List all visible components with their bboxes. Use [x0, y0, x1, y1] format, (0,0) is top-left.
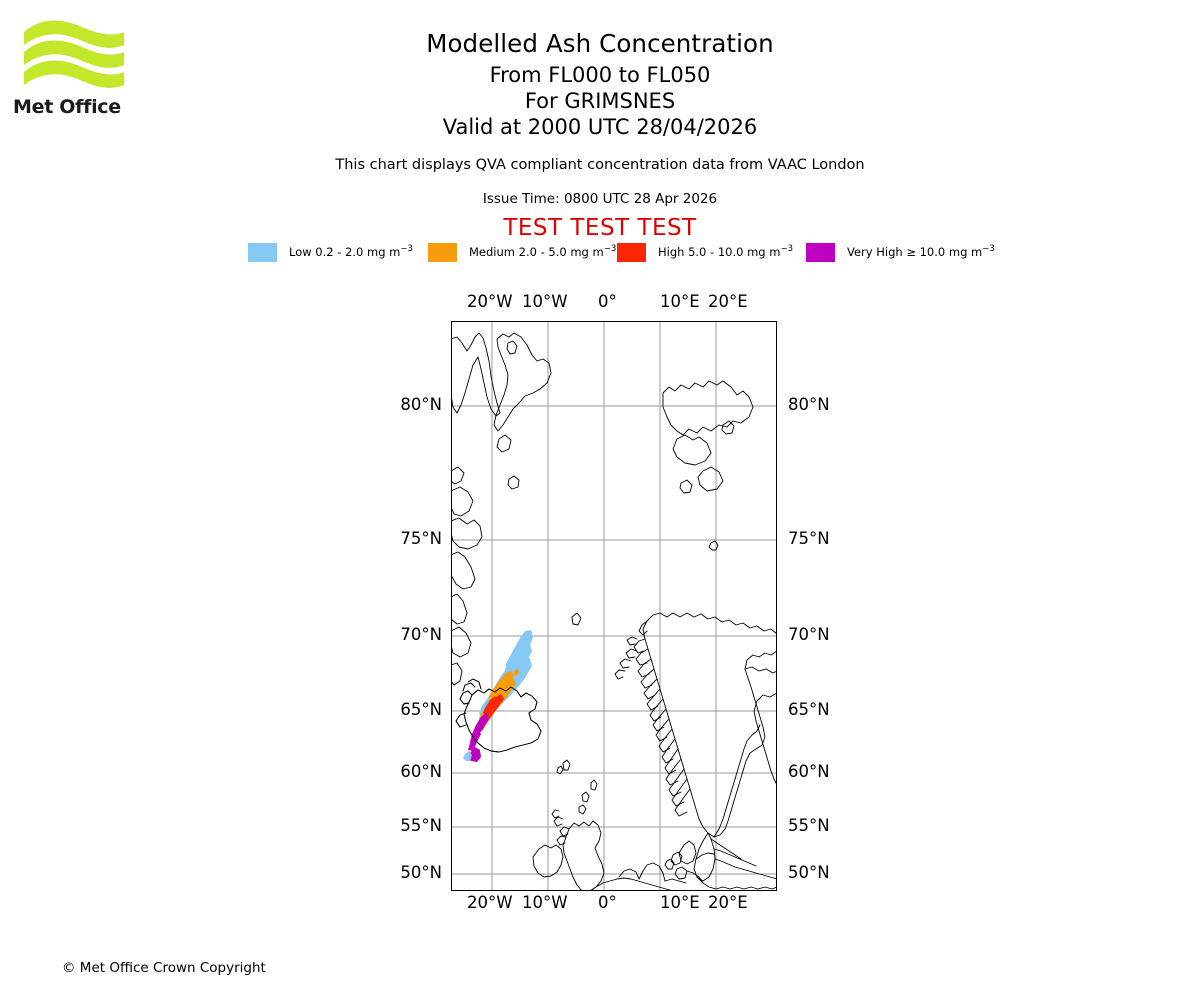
ash-plume — [463, 630, 533, 762]
test-banner: TEST TEST TEST — [503, 215, 697, 241]
lon-label-top-20e: 20°E — [708, 292, 748, 311]
map-frame-border — [451, 321, 777, 891]
map-background — [451, 321, 777, 891]
ash-patch-low-sw — [463, 751, 472, 761]
valid-time-subtitle: Valid at 2000 UTC 28/04/2026 — [442, 115, 758, 139]
lon-label-bottom-20e: 20°E — [708, 893, 748, 912]
ash-band-low-head — [505, 630, 533, 673]
legend-swatch-medium — [428, 242, 457, 262]
lon-label-bottom-10e: 10°E — [660, 893, 700, 912]
lat-label-right-55n: 55°N — [788, 816, 830, 835]
lon-label-bottom-10w: 10°W — [522, 893, 568, 912]
lon-label-bottom-0: 0° — [598, 893, 617, 912]
concentration-legend: Low 0.2 - 2.0 mg m−3 Medium 2.0 - 5.0 mg… — [0, 242, 1200, 264]
copyright-footer: © Met Office Crown Copyright — [62, 960, 266, 976]
ash-concentration-map[interactable] — [451, 321, 777, 891]
lat-label-right-75n: 75°N — [788, 529, 830, 548]
lat-label-left-75n: 75°N — [400, 529, 442, 548]
lat-label-left-50n: 50°N — [400, 863, 442, 882]
ash-band-medium-2 — [489, 671, 514, 701]
lat-label-right-65n: 65°N — [788, 700, 830, 719]
ash-source-marker — [468, 747, 481, 762]
legend-swatch-high — [617, 242, 646, 262]
legend-item-low: Low 0.2 - 2.0 mg m−3 — [248, 242, 413, 262]
iceland-outline-overlay — [455, 678, 542, 753]
met-office-logo: Met Office — [12, 18, 212, 118]
map-canvas — [451, 321, 777, 891]
legend-label-very-high: Very High ≥ 10.0 mg m−3 — [847, 244, 995, 259]
legend-item-very-high: Very High ≥ 10.0 mg m−3 — [806, 242, 995, 262]
lat-label-left-70n: 70°N — [400, 625, 442, 644]
legend-item-high: High 5.0 - 10.0 mg m−3 — [617, 242, 793, 262]
volcano-subtitle: For GRIMSNES — [524, 89, 676, 113]
lon-label-top-10e: 10°E — [660, 292, 700, 311]
lon-label-top-10w: 10°W — [522, 292, 568, 311]
ash-band-high-2 — [483, 696, 498, 715]
legend-label-medium: Medium 2.0 - 5.0 mg m−3 — [469, 244, 617, 259]
met-office-logo-text: Met Office — [13, 96, 121, 118]
map-graticule — [451, 321, 777, 891]
lat-label-right-70n: 70°N — [788, 625, 830, 644]
page-title: Modelled Ash Concentration — [426, 29, 774, 58]
met-office-wave-mark — [24, 20, 124, 88]
legend-label-low: Low 0.2 - 2.0 mg m−3 — [289, 244, 413, 259]
ash-band-very-high-2 — [468, 730, 481, 751]
legend-label-high: High 5.0 - 10.0 mg m−3 — [658, 244, 793, 259]
ash-speck-medium — [514, 669, 519, 676]
lon-label-top-20w: 20°W — [467, 292, 513, 311]
lat-label-left-60n: 60°N — [400, 762, 442, 781]
lon-label-top-0: 0° — [598, 292, 617, 311]
lon-label-bottom-20w: 20°W — [467, 893, 513, 912]
legend-swatch-low — [248, 242, 277, 262]
qva-note: This chart displays QVA compliant concen… — [335, 157, 865, 173]
lat-label-right-50n: 50°N — [788, 863, 830, 882]
issue-time: Issue Time: 0800 UTC 28 Apr 2026 — [482, 191, 718, 207]
lat-label-right-60n: 60°N — [788, 762, 830, 781]
legend-item-medium: Medium 2.0 - 5.0 mg m−3 — [428, 242, 616, 262]
lat-label-left-65n: 65°N — [400, 700, 442, 719]
lat-label-left-80n: 80°N — [400, 395, 442, 414]
legend-swatch-very-high — [806, 242, 835, 262]
lat-label-left-55n: 55°N — [400, 816, 442, 835]
flight-level-subtitle: From FL000 to FL050 — [489, 63, 711, 87]
lat-label-right-80n: 80°N — [788, 395, 830, 414]
